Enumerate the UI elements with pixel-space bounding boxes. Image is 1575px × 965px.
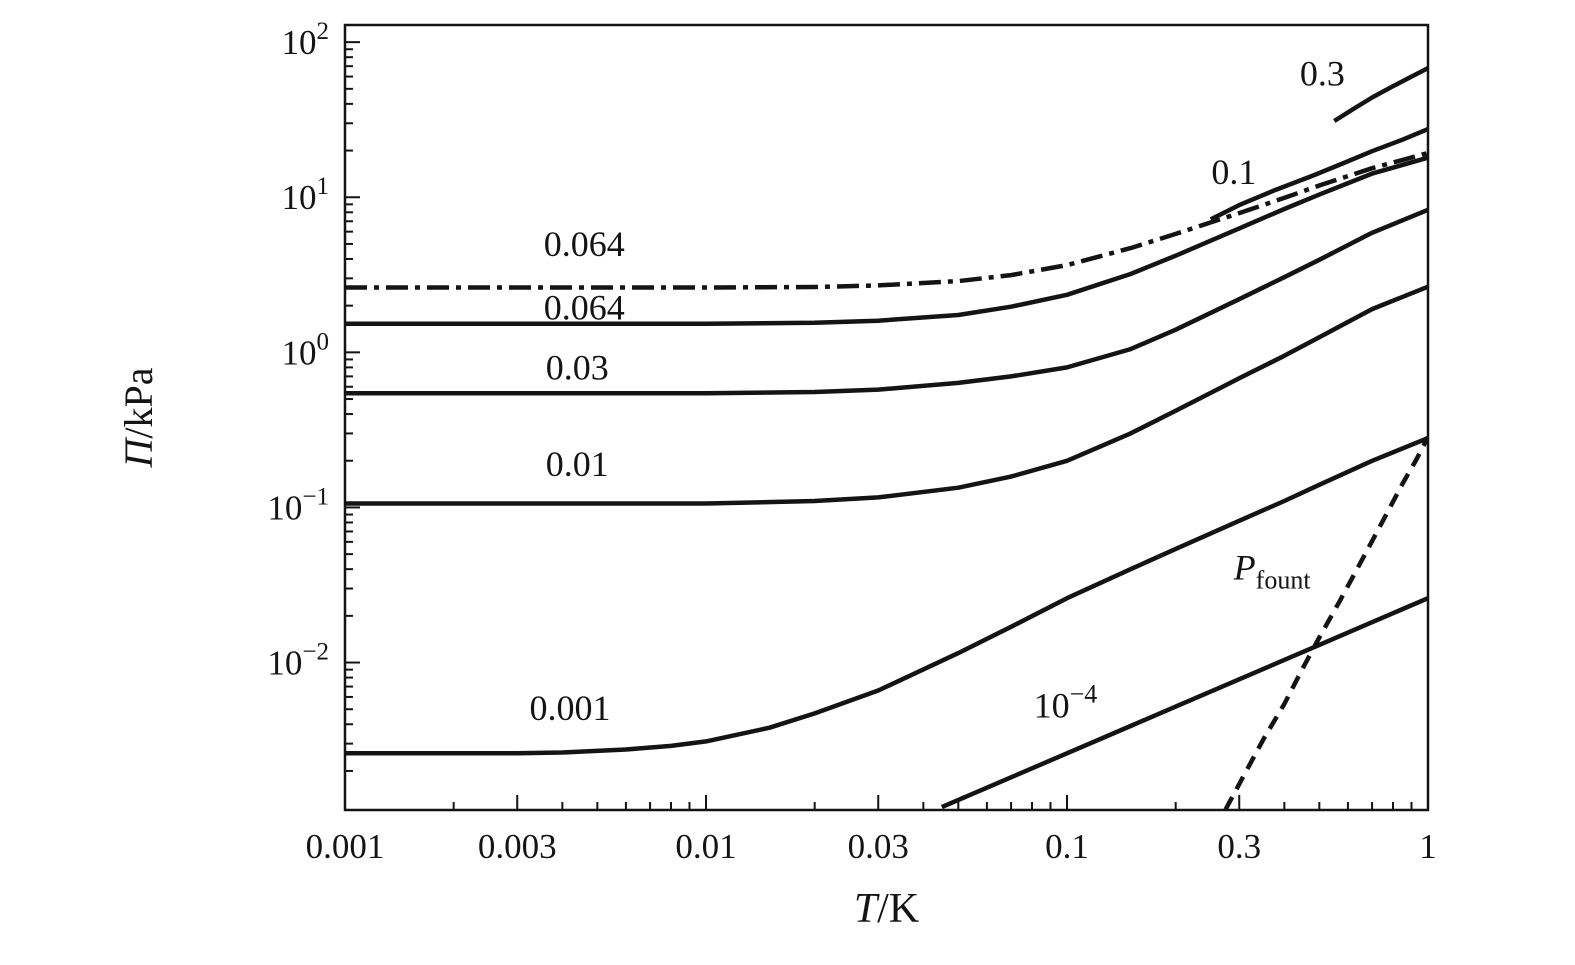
y-tick-label: 101	[282, 173, 330, 217]
label-0.001: 0.001	[529, 688, 610, 728]
label-0.1: 0.1	[1211, 152, 1256, 192]
x-tick-label: 0.001	[306, 827, 385, 866]
label-1e-4: 10−4	[1034, 679, 1098, 725]
label-0.01: 0.01	[546, 444, 609, 484]
curve-P-fount	[1223, 435, 1428, 810]
x-tick-label: 0.01	[675, 827, 736, 866]
plot-frame	[343, 23, 1430, 812]
curve-1e-4	[940, 596, 1428, 810]
curve-0.3	[1333, 66, 1428, 123]
curve-0.1	[1209, 127, 1428, 222]
curve-0.03	[345, 207, 1428, 396]
x-axis-label: T/K	[854, 886, 919, 932]
x-tick-label: 0.1	[1045, 827, 1089, 866]
x-tick-label: 0.003	[478, 827, 557, 866]
y-tick-label: 10−2	[267, 639, 329, 683]
x-tick-label: 0.03	[848, 827, 909, 866]
y-tick-label: 10−1	[267, 483, 329, 527]
label-0.064-lower: 0.064	[544, 287, 625, 327]
y-tick-label: 102	[282, 18, 330, 62]
label-0.03: 0.03	[546, 347, 609, 387]
x-tick-label: 1	[1419, 827, 1437, 866]
curve-0.064-solid	[345, 155, 1428, 326]
curves	[345, 66, 1428, 810]
label-P-fount: Pfount	[1233, 547, 1312, 594]
axis-ticks	[344, 41, 1429, 810]
label-0.064-upper: 0.064	[544, 224, 625, 264]
curve-0.064-dashdot	[345, 150, 1428, 290]
y-tick-label: 100	[282, 328, 330, 372]
x-tick-label: 0.3	[1217, 827, 1261, 866]
curve-0.001	[345, 436, 1428, 756]
label-0.3: 0.3	[1300, 53, 1345, 93]
curve-0.01	[345, 284, 1428, 506]
y-axis-label: Π/kPa	[116, 367, 161, 468]
